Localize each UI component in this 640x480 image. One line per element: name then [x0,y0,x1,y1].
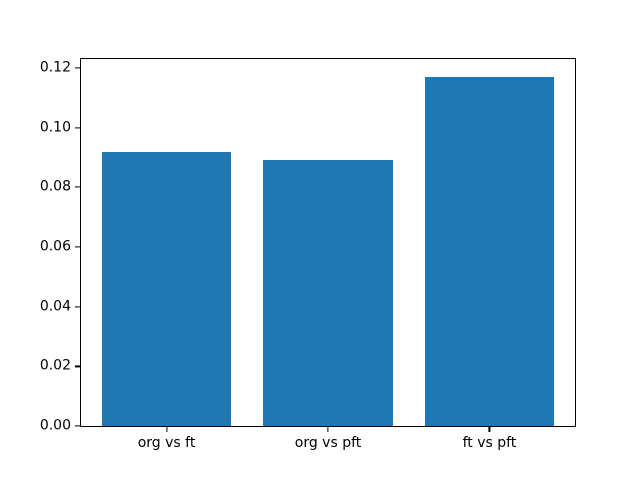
plot-area: org vs ft org vs pft ft vs pft 0.00 0.02 0.04… [40,58,576,450]
y-tick-mark [75,67,80,69]
bar-org-vs-pft [263,160,393,426]
y-tick-mark [75,365,80,367]
y-tick-label: 0.00 [39,417,71,434]
x-tick-mark [165,427,168,432]
y-tick-label: 0.04 [39,298,71,315]
y-tick-mark [75,246,80,248]
y-tick-label: 0.12 [39,59,71,76]
y-tick-mark [75,306,80,308]
y-tick-mark [75,425,80,427]
y-tick-label: 0.08 [39,179,71,196]
x-tick-label: org vs pft [294,435,362,451]
y-tick-label: 0.06 [39,238,71,255]
bar-ft-vs-pft [424,76,554,426]
y-tick-mark [75,127,80,129]
y-tick-label: 0.02 [39,358,71,375]
y-tick-label: 0.10 [39,119,71,136]
y-tick-mark [75,186,80,188]
bar-org-vs-ft [101,151,232,426]
x-tick-label: org vs ft [137,435,196,451]
x-tick-mark [488,427,491,432]
x-tick-mark [327,427,329,432]
x-tick-label: ft vs pft [462,435,517,451]
